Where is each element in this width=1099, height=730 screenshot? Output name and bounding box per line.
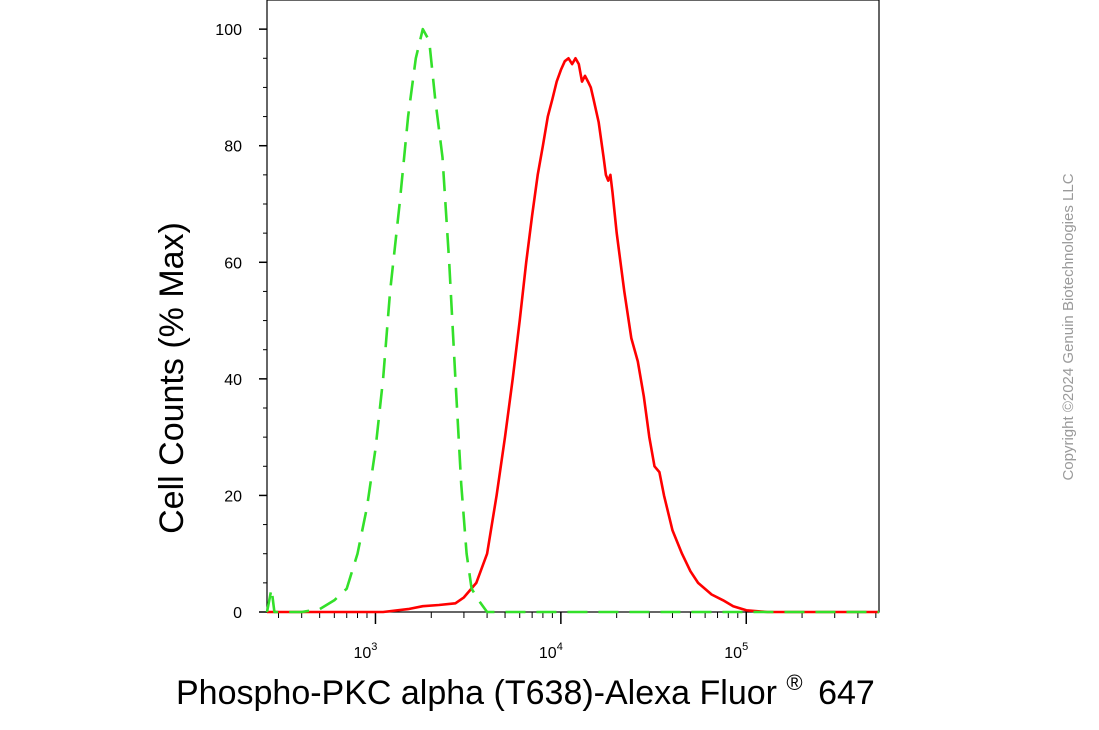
- x-axis-title-main: Phospho-PKC alpha (T638)-Alexa Fluor: [176, 674, 777, 712]
- x-axis-title-suffix: 647: [818, 674, 875, 712]
- x-tick-label: 104: [539, 641, 563, 662]
- y-tick-label: 40: [224, 372, 242, 389]
- y-tick-label: 20: [224, 488, 242, 505]
- y-axis: 0 20 40 60 80 100: [215, 22, 267, 622]
- y-axis-title: Cell Counts (% Max): [153, 222, 191, 534]
- x-axis-title: Phospho-PKC alpha (T638)-Alexa Fluor ® 6…: [176, 660, 875, 712]
- y-tick-label: 0: [233, 605, 242, 622]
- y-tick-label: 100: [215, 22, 242, 39]
- y-tick-label: 60: [224, 255, 242, 272]
- x-tick-label: 103: [354, 641, 378, 662]
- series-line-1: [267, 57, 879, 614]
- x-axis-title-registered-mark: ®: [786, 670, 802, 695]
- series-layer: [265, 27, 879, 614]
- series-line-2: [265, 27, 879, 614]
- copyright-watermark: Copyright ©2024 Genuin Biotechnologies L…: [1060, 173, 1077, 480]
- x-tick-label: 105: [724, 641, 748, 662]
- y-tick-label: 80: [224, 139, 242, 156]
